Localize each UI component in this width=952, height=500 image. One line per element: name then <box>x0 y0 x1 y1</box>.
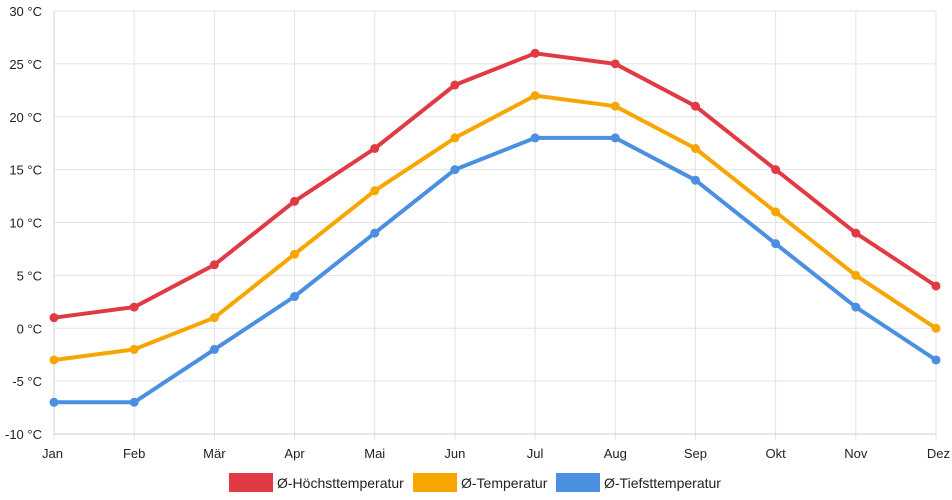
y-tick-label: 15 °C <box>9 163 42 178</box>
x-tick-label: Feb <box>123 446 145 461</box>
x-tick-label: Aug <box>604 446 627 461</box>
data-point <box>851 228 861 238</box>
chart-legend: Ø-Höchsttemperatur Ø-Temperatur Ø-Tiefstte… <box>229 473 721 492</box>
data-point <box>690 101 700 111</box>
y-tick-label: 25 °C <box>9 57 42 72</box>
y-tick-label: 10 °C <box>9 216 42 231</box>
series-line <box>52 51 938 320</box>
data-point <box>530 91 540 101</box>
data-point <box>931 323 941 333</box>
x-tick-label: Jun <box>444 446 465 461</box>
legend-item: Ø-Tiefsttemperatur <box>556 473 721 492</box>
series-2 <box>49 91 941 365</box>
data-point <box>690 175 700 185</box>
data-point <box>49 355 59 365</box>
data-point <box>771 207 781 217</box>
data-point <box>209 260 219 270</box>
series-3 <box>49 133 941 407</box>
x-tick-label: Nov <box>844 446 868 461</box>
data-point <box>450 133 460 143</box>
data-point <box>129 302 139 312</box>
y-tick-label: 0 °C <box>17 321 42 336</box>
y-tick-label: 20 °C <box>9 110 42 125</box>
data-point <box>610 101 620 111</box>
data-point <box>610 133 620 143</box>
data-point <box>530 133 540 143</box>
x-tick-label: Dez <box>927 446 950 461</box>
x-tick-label: Okt <box>766 446 787 461</box>
series-line <box>52 93 938 362</box>
data-point <box>370 143 380 153</box>
legend-swatch <box>556 473 600 492</box>
data-point <box>370 228 380 238</box>
data-point <box>290 196 300 206</box>
series-line <box>52 135 938 405</box>
chart-grid <box>53 10 937 440</box>
data-point <box>771 165 781 175</box>
y-tick-label: -10 °C <box>5 427 42 442</box>
data-point <box>610 59 620 69</box>
data-point <box>49 313 59 323</box>
data-point <box>209 344 219 354</box>
data-point <box>851 270 861 280</box>
x-tick-label: Apr <box>284 446 305 461</box>
x-tick-label: Mär <box>203 446 226 461</box>
data-point <box>690 143 700 153</box>
legend-label: Ø-Tiefsttemperatur <box>604 475 721 491</box>
legend-swatch <box>413 473 457 492</box>
data-point <box>450 80 460 90</box>
data-point <box>771 239 781 249</box>
legend-label: Ø-Höchsttemperatur <box>277 475 404 491</box>
y-tick-label: -5 °C <box>12 374 42 389</box>
legend-swatch <box>229 473 273 492</box>
data-point <box>290 249 300 259</box>
x-axis: Jan Feb Mär Apr Mai Jun Jul Aug Sep Okt Nov Dez <box>42 433 950 461</box>
data-point <box>49 397 59 407</box>
data-point <box>290 292 300 302</box>
data-point <box>851 302 861 312</box>
data-point <box>931 355 941 365</box>
chart-series <box>49 48 941 407</box>
legend-label: Ø-Temperatur <box>461 475 548 491</box>
x-tick-label: Mai <box>364 446 385 461</box>
y-axis: 30 °C 25 °C 20 °C 15 °C 10 °C 5 °C 0 °C -5 °C -1… <box>5 4 55 442</box>
legend-item: Ø-Höchsttemperatur <box>229 473 404 492</box>
x-tick-label: Jan <box>42 446 63 461</box>
x-tick-label: Jul <box>527 446 544 461</box>
y-tick-label: 5 °C <box>17 268 42 283</box>
data-point <box>530 48 540 58</box>
data-point <box>450 165 460 175</box>
x-tick-label: Sep <box>684 446 707 461</box>
data-point <box>129 344 139 354</box>
data-point <box>209 313 219 323</box>
data-point <box>129 397 139 407</box>
data-point <box>370 186 380 196</box>
y-tick-label: 30 °C <box>9 4 42 19</box>
data-point <box>931 281 941 291</box>
legend-item: Ø-Temperatur <box>413 473 548 492</box>
series-1 <box>49 48 941 323</box>
